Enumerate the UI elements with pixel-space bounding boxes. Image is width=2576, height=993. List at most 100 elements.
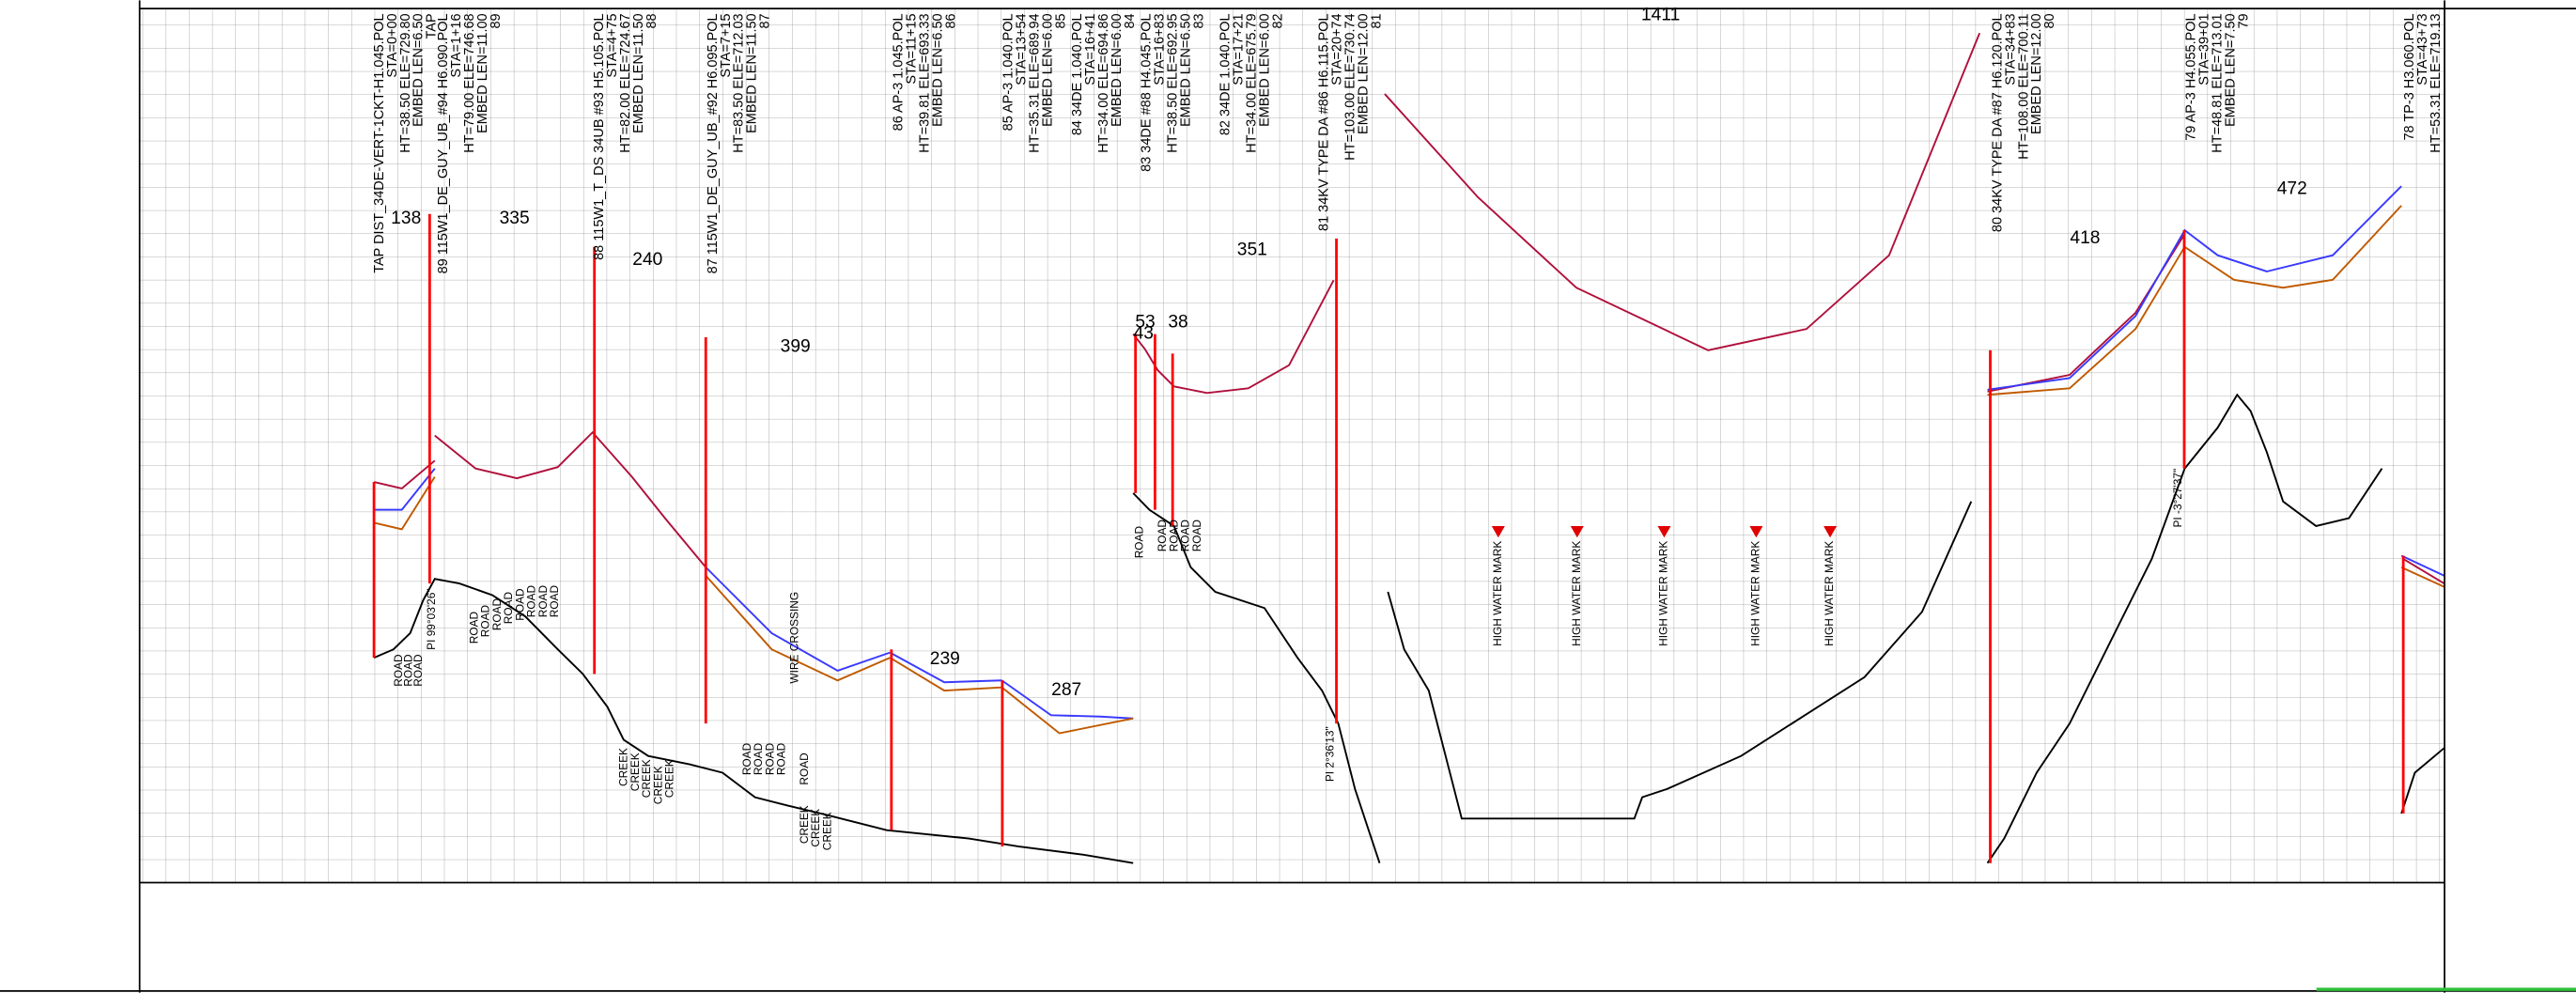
pole-label: EMBED LEN=6.50 bbox=[930, 13, 945, 126]
span-length: 418 bbox=[2070, 228, 2100, 248]
hwm-label: HIGH WATER MARK bbox=[1491, 541, 1504, 646]
profile-line bbox=[373, 205, 2445, 735]
pole-label: STA=16+41 bbox=[1083, 13, 1098, 85]
annotation: ROAD bbox=[513, 588, 526, 620]
pole-label: EMBED LEN=6.00 bbox=[1110, 13, 1125, 126]
annotation: ROAD bbox=[775, 743, 788, 775]
annotation: ROAD bbox=[1167, 520, 1180, 551]
annotation: CREEK bbox=[820, 812, 833, 850]
annotation: ROAD bbox=[1133, 526, 1146, 558]
pole-label: STA=1+16 bbox=[449, 13, 464, 77]
pole-label: 83 34DE #88 H4.045.POL bbox=[1139, 13, 1154, 171]
hwm-symbol bbox=[1491, 525, 1505, 538]
pole-label: STA=16+83 bbox=[1152, 13, 1167, 85]
annotation: PI 2°36'13" bbox=[1324, 726, 1337, 782]
pole-label: EMBED LEN=6.50 bbox=[1178, 13, 1193, 126]
pole-label: HT=108.00 ELE=700.11 bbox=[2016, 13, 2031, 159]
pole-label: STA=34+83 bbox=[2003, 13, 2018, 85]
pole-label: HT=38.50 ELE=692.95 bbox=[1165, 13, 1180, 152]
annotation: ROAD bbox=[502, 592, 515, 624]
pole-label: 82 bbox=[1270, 13, 1285, 28]
annotation: WIRE CROSSING bbox=[788, 592, 801, 684]
profile-line bbox=[373, 393, 2445, 864]
profile-line bbox=[373, 32, 2445, 584]
pole-label: 84 bbox=[1123, 13, 1138, 28]
pole-label: 81 bbox=[1369, 13, 1384, 28]
annotation: ROAD bbox=[1190, 520, 1203, 551]
pole-label: 89 bbox=[489, 13, 504, 28]
pole-label: 82 34DE 1.040.POL bbox=[1218, 13, 1233, 135]
pole-label: TAP bbox=[425, 13, 440, 39]
span-length: 138 bbox=[391, 209, 421, 228]
annotation: ROAD bbox=[740, 743, 753, 775]
annotation: ROAD bbox=[1179, 520, 1192, 551]
hwm-label: HIGH WATER MARK bbox=[1570, 541, 1583, 646]
pole-label: EMBED LEN=7.50 bbox=[2224, 13, 2239, 126]
pole-label: 87 bbox=[758, 13, 773, 28]
span-length: 43 bbox=[1134, 324, 1154, 344]
pole-label: HT=39.81 ELE=693.33 bbox=[917, 13, 932, 152]
hwm-symbol bbox=[1823, 525, 1838, 538]
pole-label: EMBED LEN=12.00 bbox=[1356, 13, 1371, 134]
pole-label: STA=0+00 bbox=[385, 13, 400, 77]
pole-label: 86 bbox=[943, 13, 958, 28]
annotation: CREEK bbox=[809, 809, 822, 847]
annotation: CREEK bbox=[663, 759, 676, 798]
pole-label: 85 AP-3 1.040.POL bbox=[1001, 13, 1016, 131]
annotation: CREEK bbox=[651, 766, 664, 804]
span-length: 239 bbox=[930, 649, 960, 669]
pole-label: 78 TP-3 H3.060.POL bbox=[2402, 13, 2417, 140]
annotation: PI -3°27'37" bbox=[2171, 469, 2184, 528]
span-length: 335 bbox=[500, 209, 530, 228]
span-length: 399 bbox=[781, 337, 811, 357]
pole-label: HT=35.31 ELE=689.94 bbox=[1028, 13, 1043, 152]
pole-label: TAP DIST_34DE-VERT-1CKT-H1.045.POL bbox=[372, 13, 387, 272]
pole-label: HT=82.00 ELE=724.67 bbox=[618, 13, 633, 152]
span-length: 1411 bbox=[1641, 5, 1680, 24]
annotation: CREEK bbox=[798, 805, 811, 844]
span-length: 38 bbox=[1168, 312, 1187, 332]
pole-label: 85 bbox=[1054, 13, 1069, 28]
plot bbox=[372, 32, 2445, 864]
annotation: CREEK bbox=[640, 759, 653, 798]
pole-label: 87 115W1_DE_GUY_UB_#92 H6.095.POL bbox=[706, 13, 721, 273]
pole-label: HT=103.00 ELE=730.74 bbox=[1342, 13, 1358, 160]
span-length: 240 bbox=[632, 250, 662, 270]
hwm-symbol bbox=[1749, 525, 1763, 538]
pole-label: 80 bbox=[2042, 13, 2057, 28]
annotation: CREEK bbox=[628, 753, 642, 791]
minor-grid bbox=[139, 8, 2445, 883]
pole-label: HT=83.50 ELE=712.03 bbox=[732, 13, 747, 152]
pole-label: HT=38.50 ELE=729.80 bbox=[398, 13, 413, 152]
annotation: ROAD bbox=[798, 753, 811, 784]
hwm-symbol bbox=[1570, 525, 1584, 538]
pole-label: HT=48.81 ELE=713.01 bbox=[2211, 13, 2226, 152]
pole-label: STA=17+21 bbox=[1231, 13, 1246, 85]
pole-label: STA=20+74 bbox=[1329, 13, 1344, 85]
span-length: 53 bbox=[1135, 312, 1155, 332]
pole-label: 80 34KV TYPE DA #87 H6.120.POL bbox=[1990, 13, 2005, 232]
pole-label: 88 115W1_T_DS 34UB #93 H5.105.POL bbox=[592, 13, 607, 260]
annotation: ROAD bbox=[490, 598, 504, 630]
annotation: CREEK bbox=[617, 748, 630, 786]
pole-label: 88 bbox=[644, 13, 660, 28]
annotation: ROAD bbox=[763, 743, 776, 775]
pole-label: HT=34.00 ELE=694.86 bbox=[1096, 13, 1111, 152]
annotation: ROAD bbox=[392, 654, 405, 686]
annotation: PI 99°03'26" bbox=[425, 588, 438, 649]
pole-label: 79 AP-3 H4.055.POL bbox=[2184, 13, 2199, 140]
pole-label: EMBED LEN=12.00 bbox=[2029, 13, 2044, 134]
pole-label: STA=4+75 bbox=[605, 13, 620, 77]
pole-label: 84 34DE 1.040.POL bbox=[1070, 13, 1085, 135]
hwm-label: HIGH WATER MARK bbox=[1657, 541, 1670, 646]
pole-label: STA=13+54 bbox=[1015, 13, 1030, 85]
pole-label: STA=43+73 bbox=[2415, 13, 2430, 85]
pole-label: HT=34.00 ELE=675.79 bbox=[1244, 13, 1259, 152]
profile-line bbox=[374, 185, 2445, 720]
pole-label: EMBED LEN=11.50 bbox=[631, 13, 646, 132]
span-length: 472 bbox=[2277, 179, 2307, 199]
annotation: ROAD bbox=[536, 585, 550, 617]
span-length: 351 bbox=[1237, 240, 1267, 259]
pole-label: EMBED LEN=6.50 bbox=[411, 13, 427, 126]
